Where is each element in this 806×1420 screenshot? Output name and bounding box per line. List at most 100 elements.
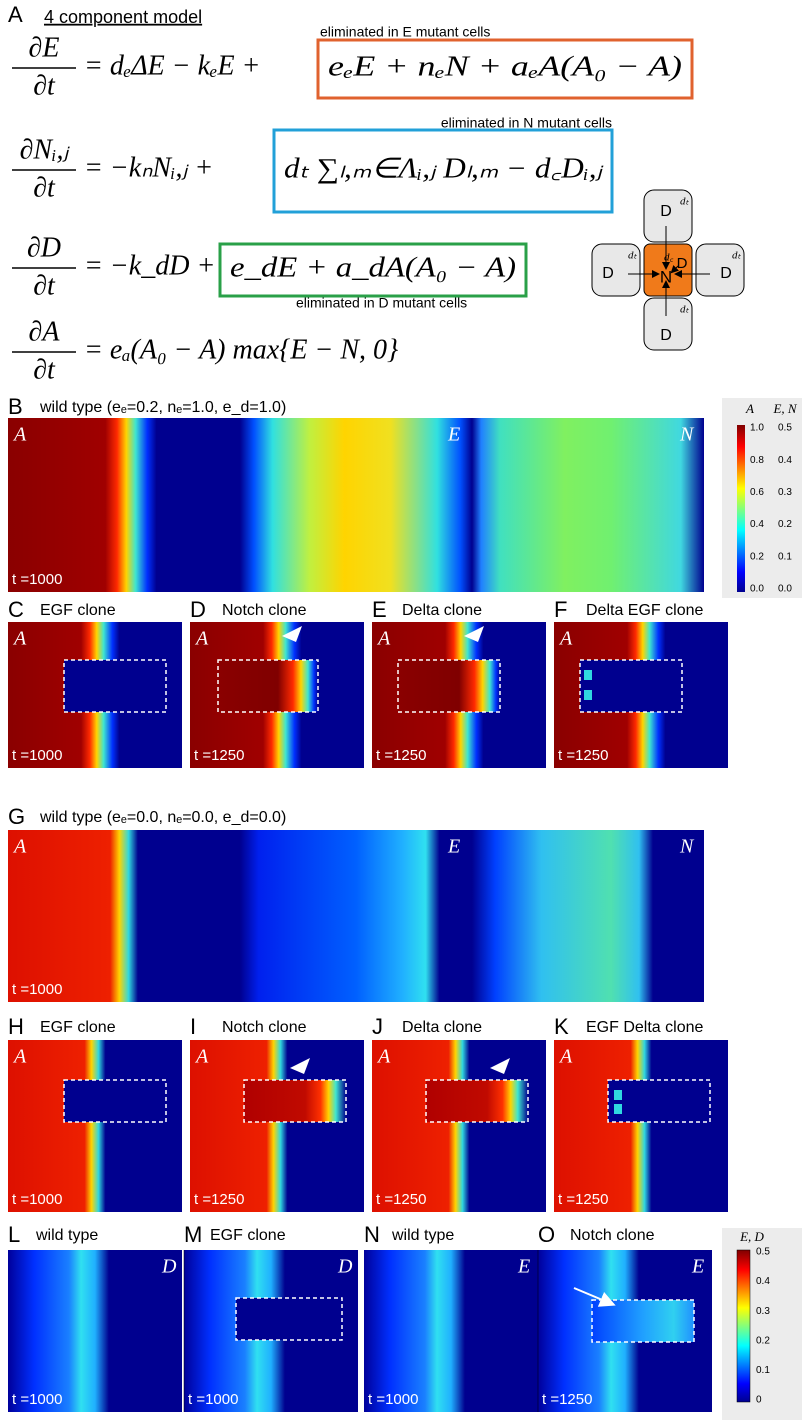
eq-box [218,242,528,298]
eq-box [316,38,694,100]
panel-label: L [8,1222,20,1247]
heatmap [372,1040,546,1212]
map-label: A [12,424,27,446]
eq-denominator: ∂t [33,172,56,203]
eq-numerator: ∂A [29,316,61,347]
clone-region [64,1080,166,1122]
clone-region [592,1300,694,1342]
time-label: t =1000 [12,981,62,998]
map-label: E [691,1256,704,1278]
panel-title: EGF Delta clone [586,1019,703,1036]
heatmap [554,1040,728,1212]
neighbor-cell [643,297,693,351]
neighbor-cell [591,243,641,297]
panel-label: O [538,1222,555,1247]
colorbar-header: E, N [772,401,797,416]
panel-label: K [554,1014,569,1039]
map-label: A [12,1046,27,1068]
colorbar-tick-label: 0.5 [756,1247,770,1258]
map-label: A [12,836,27,858]
colorbar-tick-label: 0.0 [778,584,792,595]
arrow [573,1287,616,1307]
neighbor-d: D [660,203,672,220]
eq-note: eliminated in D mutant cells [296,295,467,311]
eq-box [272,128,614,214]
time-label: t =1250 [558,747,608,764]
clone-spot [614,1090,622,1100]
eq-numerator: ∂Nᵢ,ⱼ [20,134,71,165]
eq-boxed: e_dE + a_dA(A₀ − A) [230,252,516,283]
colorbar-tick-label: 0.2 [756,1335,770,1346]
map-label: E [517,1256,530,1278]
map-label: N [679,424,695,446]
eq-numerator: ∂E [29,32,60,63]
clone-outline [243,1079,347,1123]
clone-outline [63,1079,167,1123]
clone-spot [614,1104,622,1114]
eq-denominator: ∂t [33,70,56,101]
clone-outline [591,1299,695,1343]
time-label: t =1250 [194,747,244,764]
colorbar-bg [722,1228,802,1420]
eq-note: eliminated in E mutant cells [320,24,490,40]
heatmap [8,1040,182,1212]
time-label: t =1250 [558,1191,608,1208]
neighbor-d: D [602,265,614,282]
time-label: t =1250 [376,1191,426,1208]
arrowhead-marker [464,626,484,642]
panel-label: I [190,1014,196,1039]
panel-title: wild type (eₑ=0.0, nₑ=0.0, e_d=0.0) [39,809,286,826]
colorbar [737,425,745,592]
map-label: A [558,628,573,650]
panel-label: B [8,394,23,419]
panel-title: Delta EGF clone [586,602,703,619]
colorbar-tick-label: 0.4 [756,1276,770,1287]
map-label: A [12,628,27,650]
map-label: A [194,628,209,650]
colorbar-tick-label: 0.1 [756,1365,770,1376]
neighbor-cell [695,243,745,297]
rate-label: dₜ [628,250,638,262]
section-title: 4 component model [44,7,202,27]
eq-denominator: ∂t [33,270,56,301]
eq-denominator: ∂t [33,354,56,385]
time-label: t =1250 [194,1191,244,1208]
colorbar-tick-label: 0.3 [756,1306,770,1317]
heatmap [8,1250,182,1412]
clone-region [218,660,318,712]
colorbar-tick-label: 0.5 [778,423,792,434]
panel-label: M [184,1222,202,1247]
panel-label: A [8,2,23,27]
clone-spot [584,690,592,700]
colorbar-tick-label: 0.2 [778,519,792,530]
map-label: A [194,1046,209,1068]
panel-title: Notch clone [222,602,307,619]
time-label: t =1250 [376,747,426,764]
time-label: t =1000 [12,1391,62,1408]
neighbor-d: D [720,265,732,282]
colorbar-tick-label: 0.4 [778,455,792,466]
rate-label: dₜ [680,304,690,316]
panel-title: wild type (eₑ=0.2, nₑ=1.0, e_d=1.0) [39,399,286,416]
panel-label: N [364,1222,380,1247]
neighbor-cell [643,189,693,243]
colorbar-tick-label: 0.3 [778,487,792,498]
eq-rhs: = eₐ(A₀ − A) max{E − N, 0} [84,334,398,365]
clone-outline [397,659,501,713]
clone-outline [63,659,167,713]
heatmap [472,418,704,592]
map-label: N [679,836,695,858]
heatmap [472,830,704,1002]
clone-outline [607,1079,711,1123]
panel-label: F [554,597,567,622]
colorbar-header: A [745,401,754,416]
colorbar [736,1249,751,1403]
clone-outline [579,659,683,713]
colorbar-tick-label: 0.8 [750,455,764,466]
panel-label: J [372,1014,383,1039]
panel-title: EGF clone [40,1019,116,1036]
colorbar-tick-label: 0.0 [750,584,764,595]
colorbar-tick-label: 0.2 [750,551,764,562]
colorbar-tick-label: 0.6 [750,487,764,498]
